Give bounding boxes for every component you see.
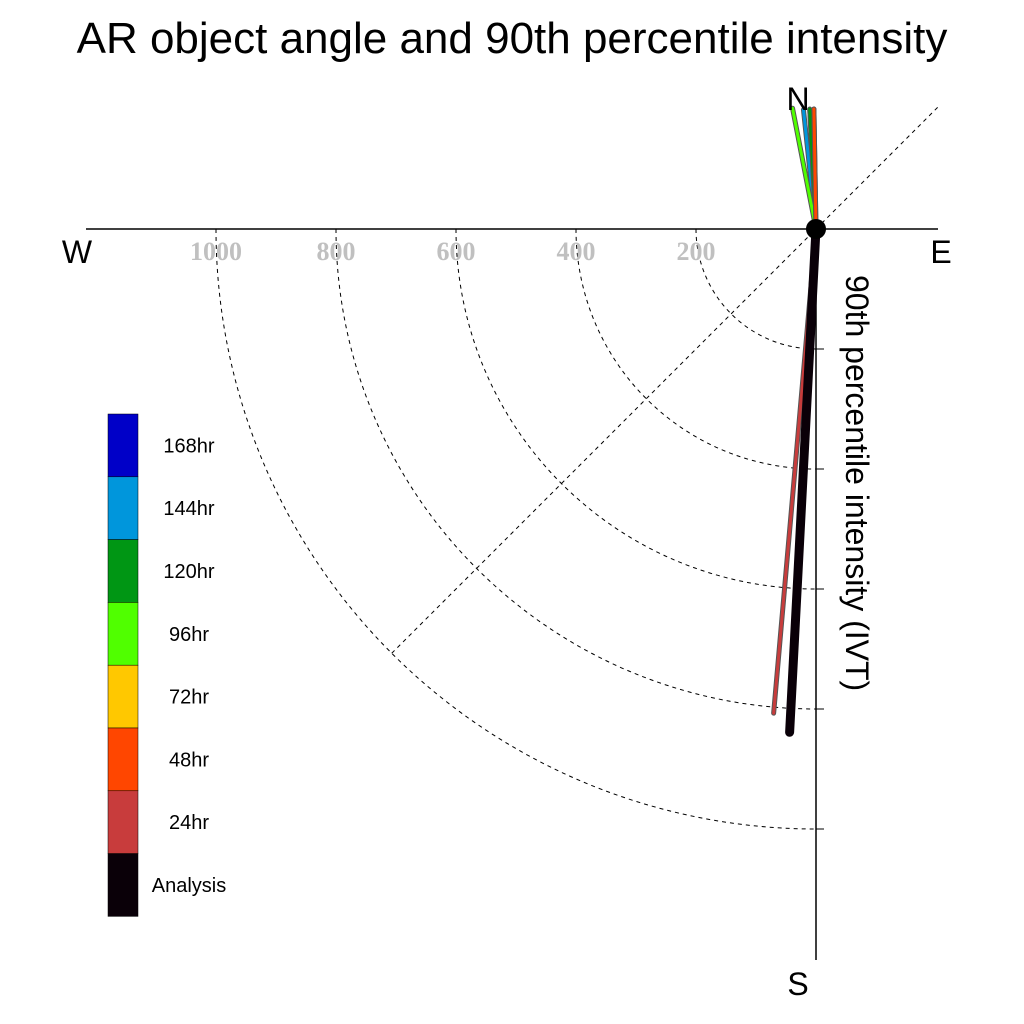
vector-48hr — [812, 107, 818, 231]
tick-label-200: 200 — [677, 237, 716, 266]
legend-swatch-Analysis — [107, 853, 139, 917]
west-label: W — [62, 234, 93, 270]
vector-96hr — [791, 106, 818, 231]
chart-axes — [86, 228, 938, 960]
legend-label-48hr: 48hr — [169, 749, 209, 771]
legend-label-96hr: 96hr — [169, 624, 209, 646]
chart-grid — [215, 106, 939, 830]
legend-swatch-24hr — [107, 790, 139, 854]
legend-label-120hr: 120hr — [163, 561, 214, 583]
legend-swatch-96hr — [107, 602, 139, 666]
legend-label-168hr: 168hr — [163, 435, 214, 457]
tick-label-600: 600 — [437, 237, 476, 266]
range-ring-200 — [695, 228, 817, 350]
radial-tick-labels: 200 400 600 800 1000 — [190, 237, 716, 266]
legend-label-144hr: 144hr — [163, 498, 214, 520]
legend-swatch-168hr — [107, 413, 139, 478]
diagonal-reference-line — [391, 106, 939, 654]
south-label: S — [787, 966, 808, 1002]
tick-label-400: 400 — [557, 237, 596, 266]
tick-label-800: 800 — [317, 237, 356, 266]
y-axis-label: 90th percentile intensity (IVT) — [839, 275, 875, 691]
origin-marker — [806, 219, 826, 239]
legend-label-Analysis: Analysis — [152, 875, 226, 897]
vector-series — [771, 105, 821, 737]
legend-swatch-120hr — [107, 539, 139, 603]
legend-swatch-72hr — [107, 664, 139, 729]
chart-title: AR object angle and 90th percentile inte… — [76, 14, 948, 63]
legend-swatch-144hr — [107, 476, 139, 540]
legend-label-24hr: 24hr — [169, 812, 209, 834]
legend-label-72hr: 72hr — [169, 687, 209, 709]
east-label: E — [930, 234, 951, 270]
legend-swatch-48hr — [107, 727, 139, 792]
range-ring-400 — [575, 228, 817, 470]
north-label: N — [786, 81, 809, 117]
tick-label-1000: 1000 — [190, 237, 242, 266]
legend: 168hr 144hr 120hr 96hr 72hr 48hr 24hr Analysis — [107, 413, 226, 917]
vector-Analysis — [785, 224, 821, 737]
